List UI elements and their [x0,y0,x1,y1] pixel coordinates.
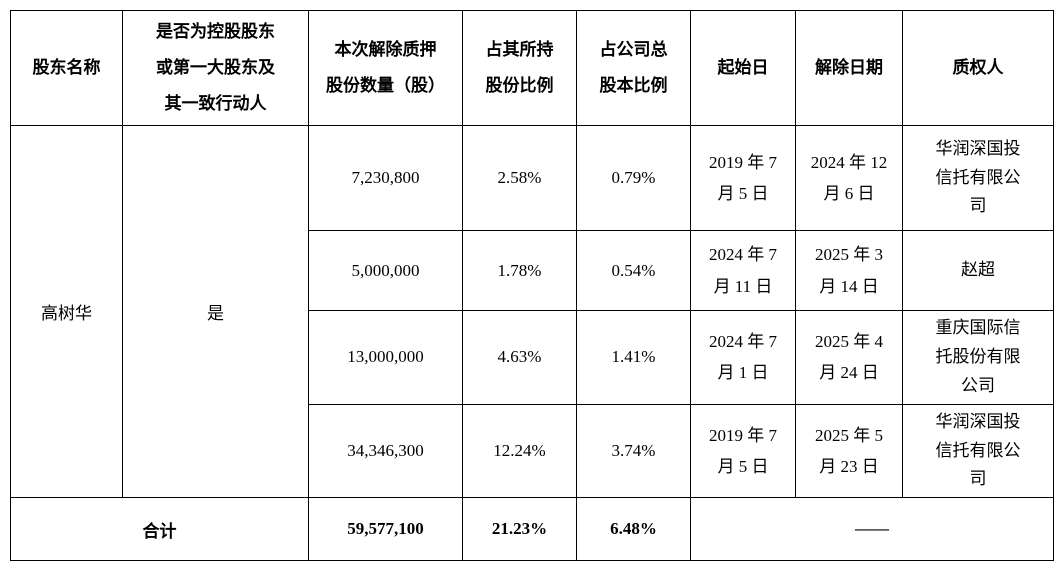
cell-total-pct-held: 21.23% [462,497,577,562]
cell-shareholder-name: 高树华 [10,124,123,499]
cell-pct-total: 3.74% [576,403,691,499]
pledge-release-table: 股东名称 是否为控股股东 或第一大股东及 其一致行动人 本次解除质押 股份数量（… [10,10,1054,562]
cell-total-pct-total: 6.48% [576,497,691,562]
cell-shares: 5,000,000 [308,230,463,311]
cell-pct-held: 1.78% [462,230,577,311]
cell-total-label: 合计 [10,497,309,562]
header-row: 股东名称 是否为控股股东 或第一大股东及 其一致行动人 本次解除质押 股份数量（… [10,10,1054,126]
cell-pct-held: 2.58% [462,125,577,231]
cell-release-date: 2025 年 4 月 24 日 [795,310,903,405]
cell-pledgee: 华润深国投 信托有限公 司 [902,403,1054,499]
cell-pct-total: 0.54% [576,230,691,311]
cell-pct-total: 0.79% [576,125,691,231]
cell-release-date: 2025 年 3 月 14 日 [795,230,903,311]
cell-start-date: 2019 年 7 月 5 日 [690,403,796,499]
cell-pledgee: 赵超 [902,230,1054,311]
header-start-date: 起始日 [690,10,796,126]
cell-start-date: 2019 年 7 月 5 日 [690,125,796,231]
table-row: 高树华 是 7,230,800 2.58% 0.79% 2019 年 7 月 5… [10,124,1054,499]
header-pledgee: 质权人 [902,10,1054,126]
header-pct-of-total-capital: 占公司总 股本比例 [576,10,691,126]
cell-release-date: 2025 年 5 月 23 日 [795,403,903,499]
header-release-date: 解除日期 [795,10,903,126]
cell-start-date: 2024 年 7 月 1 日 [690,310,796,405]
table-row: 13,000,000 4.63% 1.41% 2024 年 7 月 1 日 20… [11,310,1054,405]
total-row: 合计 59,577,100 21.23% 6.48% —— [10,497,1054,562]
cell-pct-total: 1.41% [576,310,691,405]
cell-pct-held: 12.24% [462,403,577,499]
cell-pledgee: 重庆国际信 托股份有限 公司 [902,310,1054,405]
cell-release-date: 2024 年 12 月 6 日 [795,125,903,231]
cell-total-dates-dash: —— [690,497,1054,562]
header-pct-of-holdings: 占其所持 股份比例 [462,10,577,126]
cell-start-date: 2024 年 7 月 11 日 [690,230,796,311]
cell-shares: 7,230,800 [308,125,463,231]
header-shareholder-name: 股东名称 [10,10,123,126]
table-row: 5,000,000 1.78% 0.54% 2024 年 7 月 11 日 20… [11,230,1054,311]
cell-pct-held: 4.63% [462,310,577,405]
header-released-shares: 本次解除质押 股份数量（股） [308,10,463,126]
table-row: 34,346,300 12.24% 3.74% 2019 年 7 月 5 日 2… [11,403,1054,499]
cell-pledgee: 华润深国投 信托有限公 司 [902,125,1054,231]
cell-shares: 13,000,000 [308,310,463,405]
cell-shares: 34,346,300 [308,403,463,499]
cell-total-shares: 59,577,100 [308,497,463,562]
header-controlling-shareholder: 是否为控股股东 或第一大股东及 其一致行动人 [122,10,309,126]
cell-is-controlling: 是 [122,124,309,499]
